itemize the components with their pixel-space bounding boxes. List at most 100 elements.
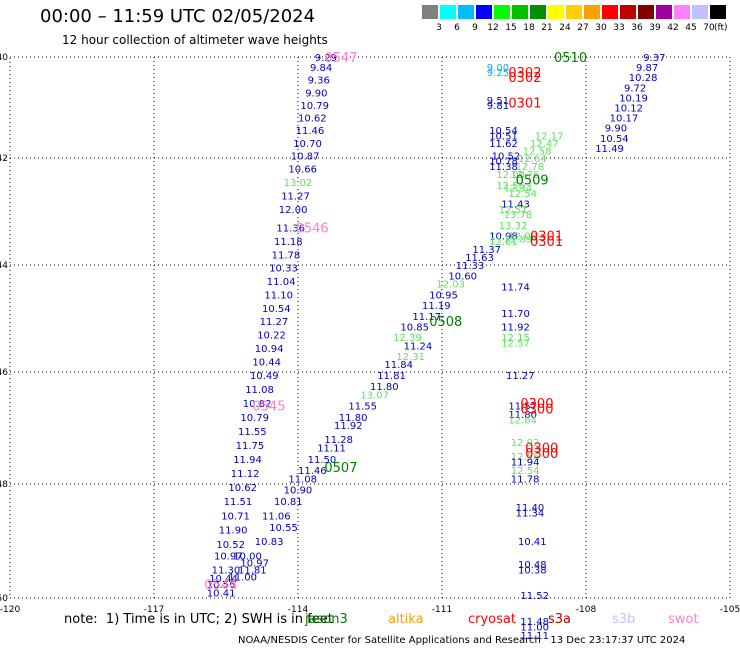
wave-height-label: 10.56 [207,580,236,591]
pass-time-label: 0507 [324,461,357,476]
colorbar-label: 15 [505,23,517,33]
wave-height-label: 11.92 [501,323,530,334]
wave-height-label: 12.56 [511,452,540,463]
page-subtitle: 12 hour collection of altimeter wave hei… [62,33,328,47]
wave-height-label: 12.61 [489,237,518,248]
colorbar-swatch [458,5,474,19]
map-frame [9,56,731,599]
wave-height-label: 10.70 [293,139,322,150]
wave-height-label: 11.94 [511,458,540,469]
wave-height-label: 11.34 [516,509,545,520]
wave-height-label: 10.49 [250,371,279,382]
wave-height-label: 10.60 [448,272,477,283]
colorbar-swatch [422,5,438,19]
wave-height-label: 12.00 [496,170,525,181]
colorbar-swatch [476,5,492,19]
wave-height-label: 11.04 [267,277,296,288]
wave-height-label: 10.41 [207,588,236,599]
wave-height-label: 10.97 [214,551,243,562]
legend-item-jason3: jason3 [305,612,348,627]
wave-height-label: 12.92 [511,438,540,449]
wave-height-label: 11.81 [238,566,267,577]
wave-height-label: 10.19 [619,93,648,104]
pass-time-label: 0300 [525,442,558,457]
wave-height-label: 12.03 [436,280,465,291]
legend-item-s3a: s3a [548,612,572,627]
colorbar-label: 6 [454,23,460,33]
x-tick-label: -114 [288,605,309,615]
y-tick-label: -48 [0,480,8,490]
wave-height-label: 11.75 [236,441,265,452]
wave-height-label: 10.79 [300,101,329,112]
wave-height-label: 11.00 [520,623,549,634]
wave-height-label: 11.27 [281,191,310,202]
wave-height-label: 11.78 [272,250,301,261]
wave-height-label: 10.17 [610,114,639,125]
wave-height-label: 11.89 [504,234,533,245]
colorbar-label: 33 [613,23,625,33]
wave-height-label: 11.81 [377,371,406,382]
y-tick-label: -40 [0,53,8,63]
colorbar-swatch [512,5,528,19]
wave-height-label: 10.95 [429,290,458,301]
y-tick-label: -46 [0,368,8,378]
wave-height-label: 10.28 [629,73,658,84]
wave-height-label: 11.74 [501,282,530,293]
pass-time-label: 0302 [508,71,541,86]
wave-height-label: 11.00 [228,572,257,583]
wave-height-label: 9.37 [643,53,665,64]
colorbar-label: 27 [577,23,589,33]
wave-height-label: 11.51 [224,497,253,508]
wave-height-label: 10.22 [257,331,286,342]
wave-height-label: 9.81 [487,101,509,112]
wave-height-label: 11.08 [288,474,317,485]
wave-height-label: 10.48 [518,560,547,571]
wave-height-label: 10.71 [221,511,250,522]
pass-time-label: 0508 [429,315,462,330]
pass-time-label: 0509 [516,173,549,188]
wave-height-label: 11.50 [308,455,337,466]
wave-height-label: 10.51 [489,131,518,142]
wave-height-label: 13.32 [499,221,528,232]
wave-height-label: 11.11 [317,444,346,455]
wave-height-label: 11.28 [324,435,353,446]
wave-height-label: 10.85 [400,323,429,334]
wave-height-label: 11.94 [233,455,262,466]
colorbar-swatch [656,5,672,19]
wave-height-label: 12.76 [511,170,540,181]
wave-height-label: 10.55 [269,523,298,534]
pass-time-label: 0300 [520,397,553,412]
wave-height-label: 10.83 [255,537,284,548]
x-tick-label: -120 [0,605,20,615]
wave-height-label: 11.10 [264,290,293,301]
colorbar-swatch [566,5,582,19]
wave-height-label: 12.31 [396,352,425,363]
wave-height-label: 10.00 [233,551,262,562]
colorbar-swatch [710,5,726,19]
wave-height-label: 12.58 [523,146,552,157]
wave-height-label: 11.62 [489,139,518,150]
legend-item-swot: swot [668,612,699,627]
wave-height-label: 11.36 [276,224,305,235]
wave-height-label: 9.29 [315,53,337,64]
wave-height-label: 10.41 [518,537,547,548]
wave-height-label: 13.78 [504,210,533,221]
wave-height-label: 9.00 [487,63,509,74]
wave-height-label: 9.72 [624,83,646,94]
wave-height-label: 12.17 [535,131,564,142]
colorbar-label: 45 [685,23,697,33]
wave-height-label: 10.90 [284,486,313,497]
wave-height-label: 10.44 [252,357,281,368]
wave-height-label: 12.39 [393,333,422,344]
wave-height-label: 11.18 [274,237,303,248]
colorbar-swatch [692,5,708,19]
pass-time-label: 0301 [530,230,563,245]
wave-height-label: 11.63 [465,253,494,264]
pass-time-label: 0547 [324,51,357,66]
wave-height-label: 11.43 [501,199,530,210]
pass-time-label: 0300 [525,447,558,462]
wave-height-label: 11.70 [501,309,530,320]
colorbar-label: 70 [703,23,715,33]
wave-height-label: 11.78 [511,474,540,485]
